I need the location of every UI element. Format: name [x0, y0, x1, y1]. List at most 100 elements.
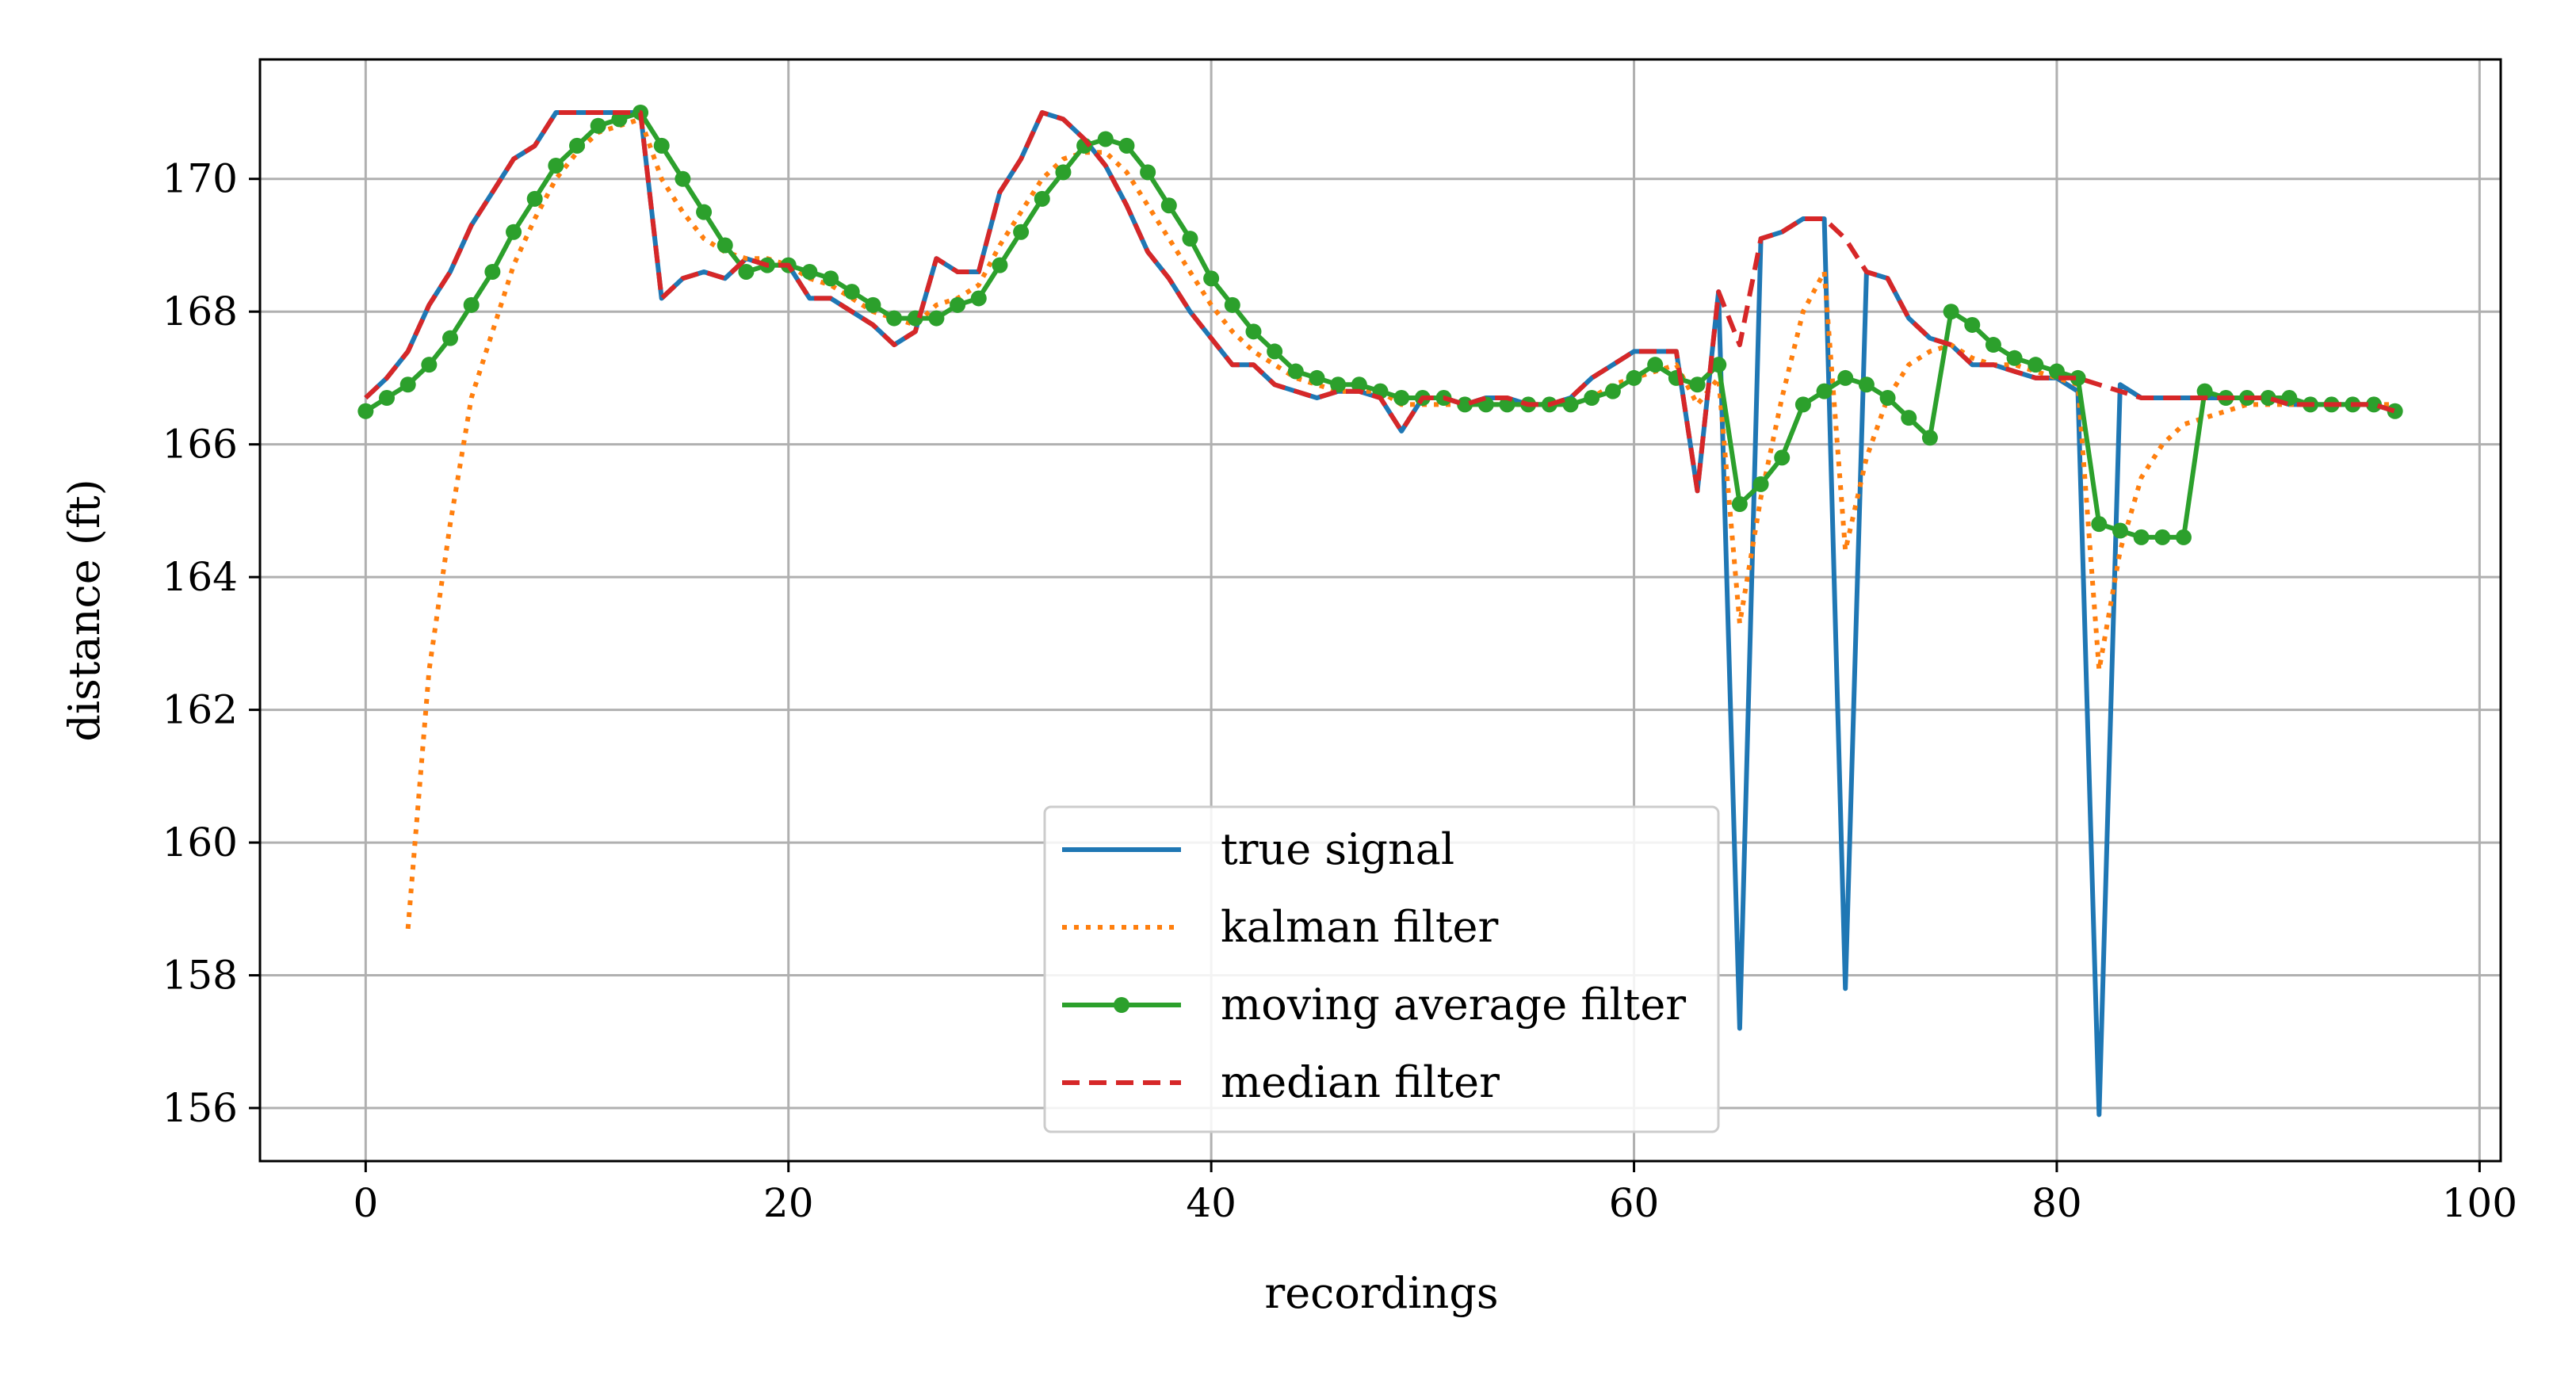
data-point-moving-average — [357, 403, 374, 419]
data-point-moving-average — [1626, 369, 1642, 386]
y-tick-label: 156 — [162, 1085, 238, 1131]
data-point-moving-average — [506, 224, 522, 240]
data-point-moving-average — [675, 170, 691, 187]
data-point-moving-average — [1457, 396, 1473, 413]
legend-label-true-signal: true signal — [1221, 824, 1454, 874]
data-point-moving-average — [1118, 137, 1135, 154]
data-point-moving-average — [1879, 390, 1896, 407]
data-point-moving-average — [1055, 164, 1072, 181]
y-tick-label: 160 — [162, 820, 238, 865]
data-point-moving-average — [463, 296, 480, 313]
data-point-moving-average — [2387, 403, 2403, 419]
data-point-moving-average — [1901, 410, 1917, 426]
data-point-moving-average — [2260, 390, 2276, 407]
data-point-moving-average — [1816, 383, 1833, 399]
data-point-moving-average — [1224, 296, 1240, 313]
data-point-moving-average — [2028, 357, 2044, 373]
data-point-moving-average — [1647, 357, 1664, 373]
ticks: 0 20 40 60 80 100 156 158 160 162 164 166 168 170 — [162, 156, 2517, 1226]
data-point-moving-average — [1330, 376, 1347, 393]
x-axis-label: recordings — [1264, 1268, 1498, 1318]
y-tick-label: 168 — [162, 288, 238, 334]
data-point-moving-average — [1943, 304, 1959, 320]
data-point-moving-average — [801, 263, 818, 280]
y-tick-label: 158 — [162, 953, 238, 999]
data-point-moving-average — [2175, 529, 2192, 545]
data-point-moving-average — [2091, 516, 2108, 533]
data-point-moving-average — [1351, 376, 1367, 393]
data-point-moving-average — [1245, 323, 1262, 340]
data-point-moving-average — [379, 390, 396, 407]
data-point-moving-average — [1584, 390, 1600, 407]
data-point-moving-average — [2070, 369, 2086, 386]
y-axis-label: distance (ft) — [59, 479, 109, 741]
data-point-moving-average — [1013, 224, 1030, 240]
x-tick-label: 80 — [2031, 1180, 2082, 1226]
data-point-moving-average — [2048, 363, 2065, 380]
data-point-moving-average — [1034, 190, 1050, 207]
data-point-moving-average — [2112, 522, 2128, 539]
axes-frame — [258, 58, 2502, 1163]
x-tick-label: 40 — [1186, 1180, 1236, 1226]
data-point-moving-average — [1774, 449, 1791, 466]
plot-series — [357, 104, 2403, 1118]
data-point-moving-average — [1140, 164, 1156, 181]
data-point-moving-average — [2133, 529, 2150, 545]
data-point-moving-average — [843, 284, 860, 300]
data-point-moving-average — [484, 263, 501, 280]
grid — [260, 59, 2501, 1161]
y-tick-label: 164 — [162, 554, 238, 600]
data-point-moving-average — [1794, 396, 1811, 413]
data-point-moving-average — [1858, 376, 1875, 393]
x-tick-label: 0 — [353, 1180, 378, 1226]
data-point-moving-average — [611, 111, 628, 128]
data-point-moving-average — [653, 137, 670, 154]
data-point-moving-average — [865, 296, 881, 313]
y-tick-label: 162 — [162, 687, 238, 733]
data-point-moving-average — [1393, 390, 1410, 407]
data-point-moving-average — [442, 330, 459, 346]
data-point-moving-average — [1752, 476, 1769, 492]
data-point-moving-average — [1097, 131, 1114, 147]
y-tick-label: 166 — [162, 422, 238, 468]
data-point-moving-average — [2154, 529, 2171, 545]
data-point-moving-average — [526, 190, 543, 207]
data-point-moving-average — [928, 310, 945, 327]
data-point-moving-average — [1985, 337, 2001, 353]
data-point-moving-average — [1562, 396, 1579, 413]
x-tick-label: 60 — [1609, 1180, 1660, 1226]
data-point-moving-average — [1689, 376, 1706, 393]
data-point-moving-average — [1267, 343, 1283, 360]
legend-label-median-filter: median filter — [1221, 1057, 1500, 1107]
data-point-moving-average — [1309, 369, 1325, 386]
data-point-moving-average — [1710, 357, 1727, 373]
data-point-moving-average — [1604, 383, 1621, 399]
data-point-moving-average — [399, 376, 416, 393]
data-point-moving-average — [1160, 197, 1177, 214]
data-point-moving-average — [950, 296, 966, 313]
data-point-moving-average — [1964, 316, 1981, 333]
data-point-moving-average — [738, 263, 755, 280]
data-point-moving-average — [970, 290, 987, 307]
legend-marker-moving-average — [1114, 997, 1129, 1013]
data-point-moving-average — [2196, 383, 2213, 399]
data-point-moving-average — [992, 257, 1008, 273]
series-line-moving-average — [364, 110, 2396, 540]
y-tick-label: 170 — [162, 156, 238, 202]
data-point-moving-average — [2006, 350, 2023, 366]
data-point-moving-average — [421, 357, 438, 373]
data-point-moving-average — [569, 137, 586, 154]
legend: true signal kalman filter moving average… — [1043, 805, 1720, 1133]
data-point-moving-average — [1203, 270, 1220, 287]
data-point-moving-average — [548, 157, 564, 174]
data-point-moving-average — [1182, 231, 1198, 247]
data-point-moving-average — [1921, 430, 1938, 446]
data-point-moving-average — [1287, 363, 1304, 380]
data-point-moving-average — [823, 270, 839, 287]
legend-label-moving-average: moving average filter — [1221, 980, 1686, 1030]
x-tick-label: 20 — [763, 1180, 814, 1226]
data-point-moving-average — [1837, 369, 1854, 386]
data-point-moving-average — [886, 310, 903, 327]
